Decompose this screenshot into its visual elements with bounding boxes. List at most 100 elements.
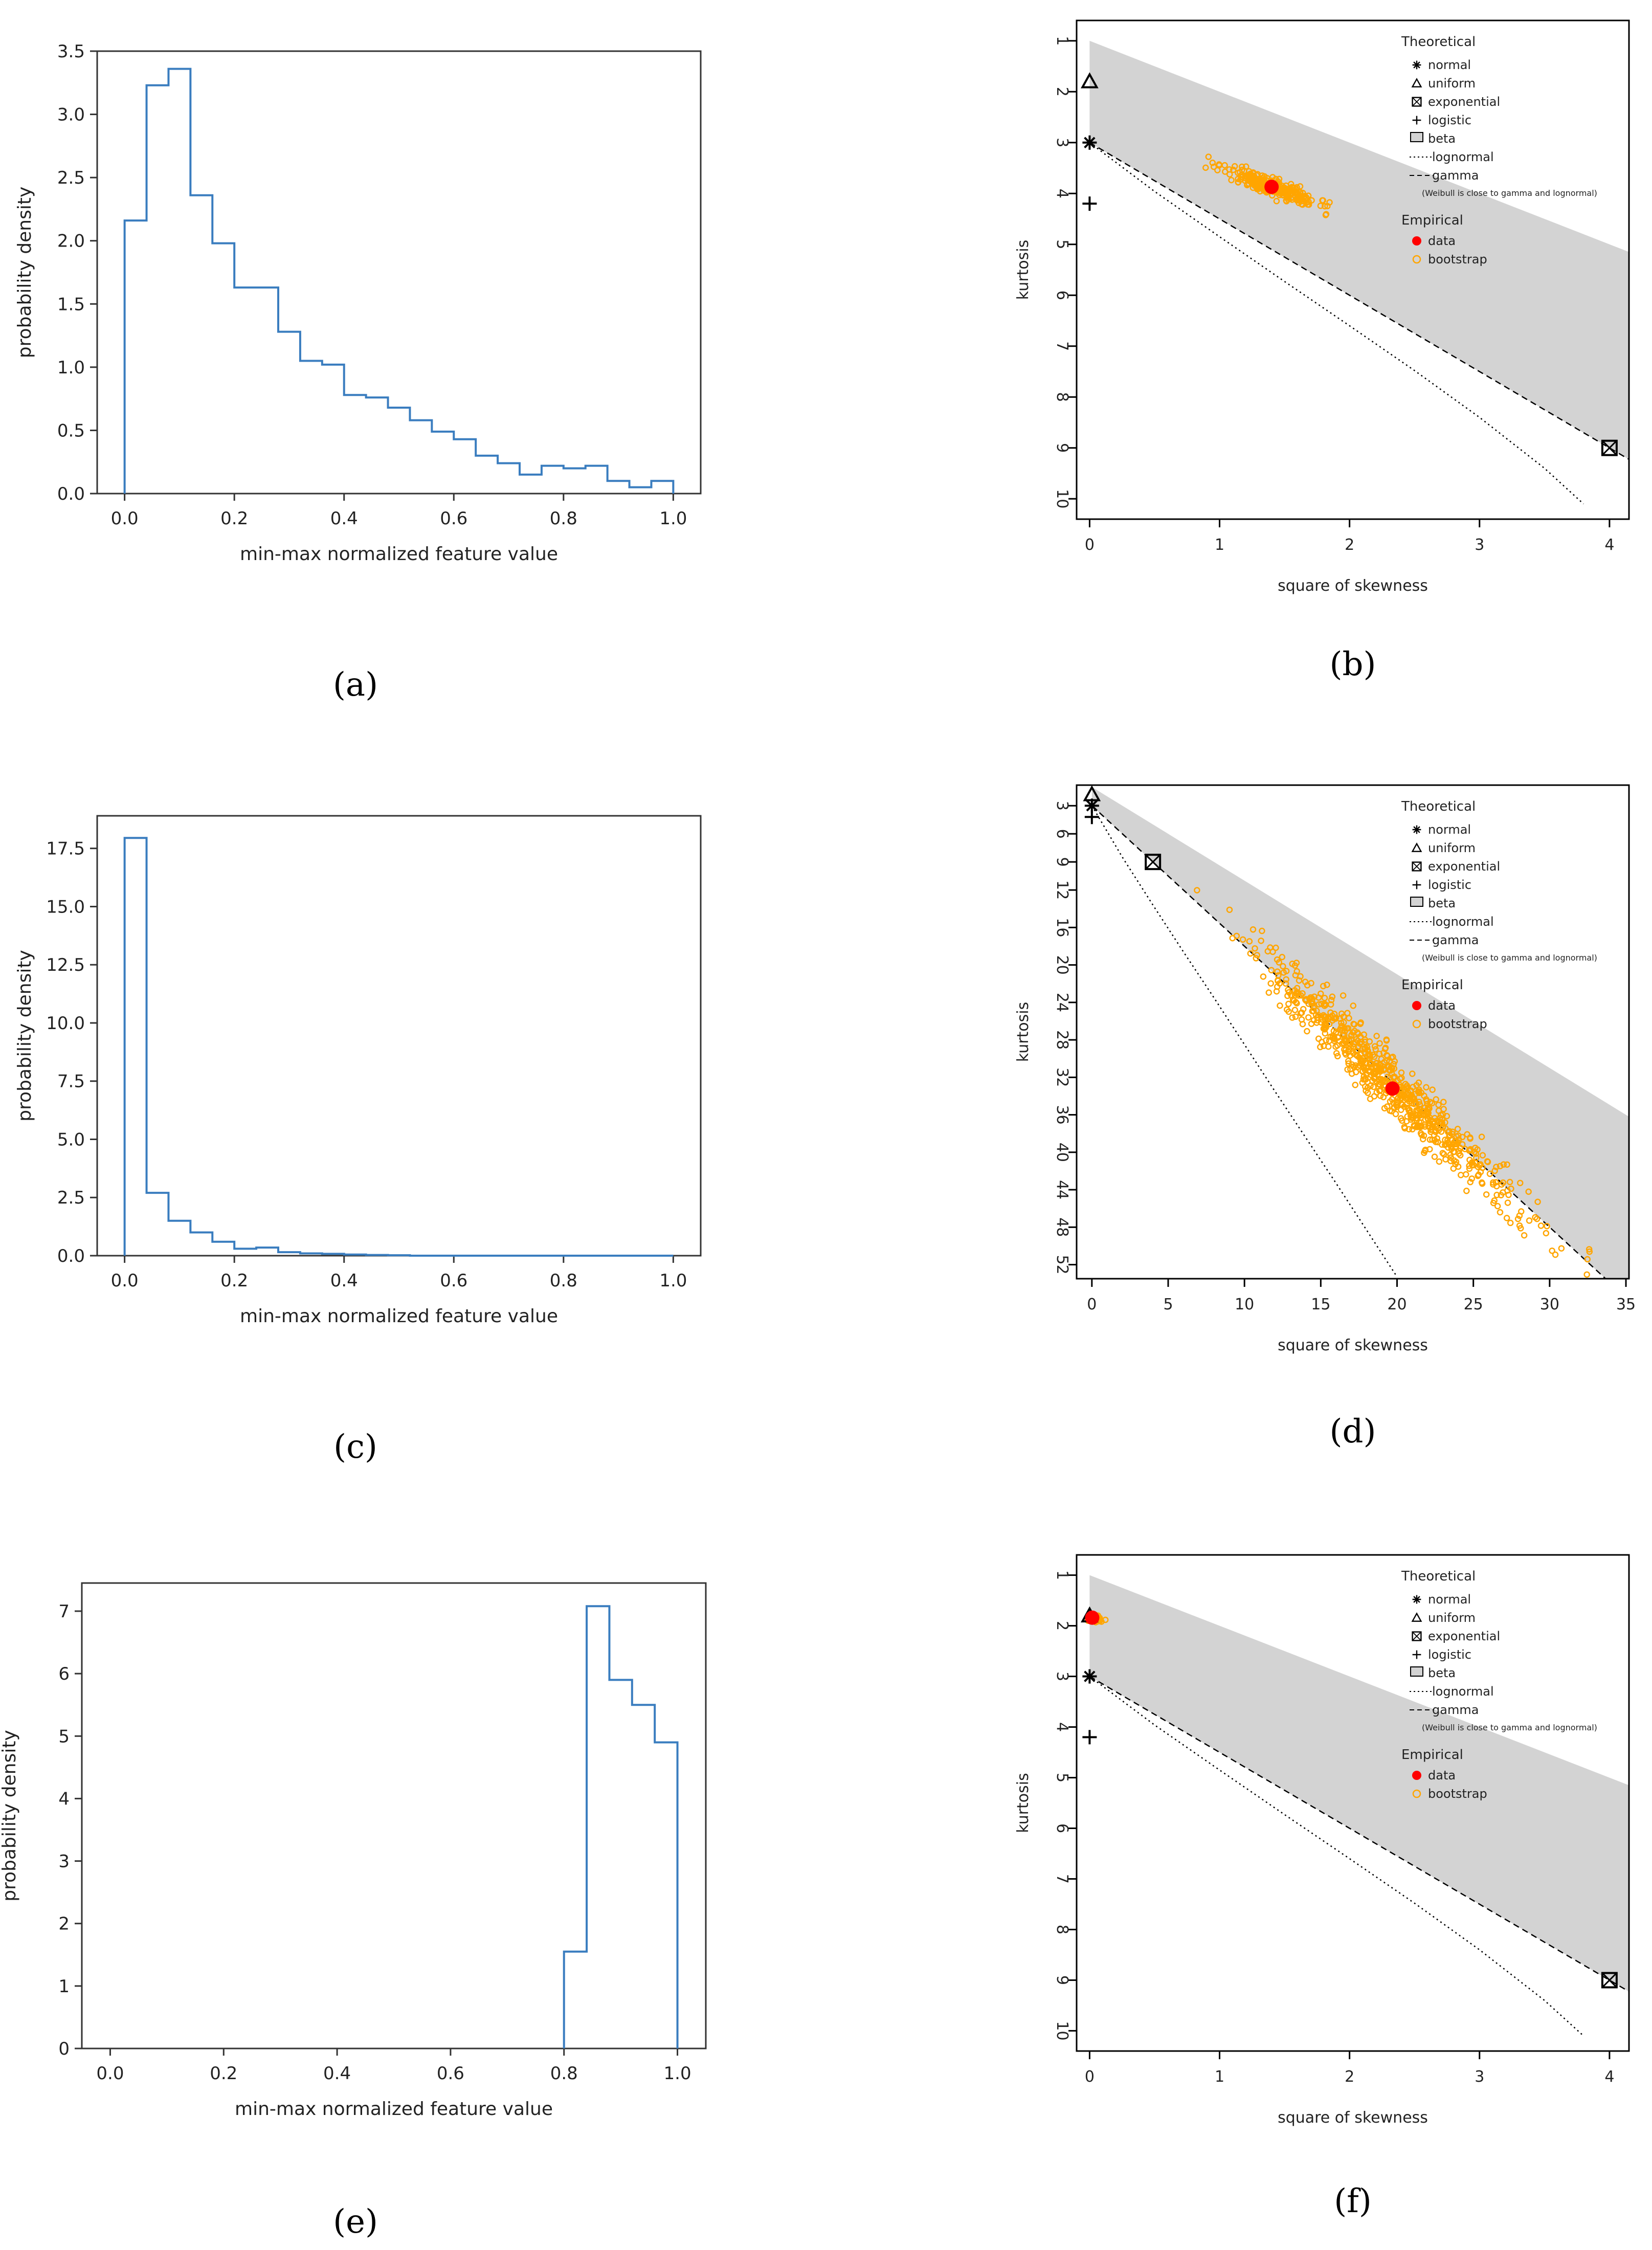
- y-tick-label: 1.0: [57, 358, 85, 378]
- histogram-bar: [632, 1705, 655, 2048]
- bootstrap-point: [1450, 1157, 1458, 1164]
- bootstrap-point: [1398, 1069, 1405, 1076]
- bootstrap-point: [1298, 992, 1304, 999]
- caption-e: (e): [333, 2203, 378, 2241]
- bootstrap-point: [1409, 1071, 1416, 1077]
- legend-empirical-title: Empirical: [1401, 1747, 1463, 1763]
- legend-label-lognormal: lognormal: [1432, 915, 1494, 929]
- bootstrap-point: [1470, 1162, 1477, 1169]
- legend-marker-exponential-cross: [1412, 97, 1422, 107]
- legend-label-logistic: logistic: [1428, 1647, 1471, 1662]
- legend-symbol-uniform: [1411, 78, 1422, 87]
- legend-label-data: data: [1428, 234, 1456, 248]
- y-tick-label: 36: [1053, 1105, 1071, 1124]
- bootstrap-point: [1293, 184, 1300, 191]
- x-tick-label: 0.0: [96, 2063, 124, 2084]
- histogram-bar: [564, 469, 586, 494]
- bootstrap-point: [1390, 1074, 1397, 1080]
- gamma-line: [1089, 1676, 1629, 1992]
- bootstrap-point: [1315, 994, 1322, 1001]
- bootstrap-point: [1333, 1050, 1340, 1057]
- bootstrap-point: [1497, 1163, 1504, 1170]
- x-axis-label: min-max normalized feature value: [235, 2099, 553, 2120]
- bootstrap-point: [1384, 1103, 1391, 1110]
- y-tick-label: 5: [58, 1726, 70, 1747]
- legend-theoretical-title: Theoretical: [1401, 1569, 1476, 1584]
- bootstrap-point: [1345, 1058, 1352, 1064]
- x-tick-label: 4: [1604, 2068, 1614, 2086]
- x-tick-label: 15: [1311, 1296, 1330, 1313]
- y-tick-label: 3: [1053, 138, 1071, 147]
- histogram-bar: [300, 361, 322, 494]
- bootstrap-point: [1376, 1051, 1383, 1057]
- y-tick-label: 52: [1053, 1255, 1071, 1274]
- x-tick-label: 0.8: [550, 1271, 577, 1291]
- bootstrap-point: [1209, 160, 1216, 166]
- legend-symbol-data: [1412, 236, 1421, 246]
- histogram-bar: [542, 466, 564, 494]
- bootstrap-point: [1490, 1179, 1497, 1186]
- legend-label-exponential: exponential: [1428, 859, 1500, 874]
- bootstrap-point: [1586, 1248, 1593, 1255]
- histogram-bar: [168, 1221, 190, 1256]
- x-tick-label: 1.0: [659, 1271, 687, 1291]
- bootstrap-point: [1415, 1079, 1422, 1086]
- y-tick-label: 1: [1053, 1570, 1071, 1580]
- bootstrap-point: [1410, 1096, 1416, 1103]
- y-tick-label: 32: [1053, 1067, 1071, 1087]
- legend-label-data: data: [1428, 1768, 1456, 1783]
- legend-label-uniform: uniform: [1428, 1611, 1476, 1625]
- bootstrap-point: [1352, 1039, 1359, 1046]
- bootstrap-point: [1497, 1209, 1504, 1216]
- bootstrap-point: [1328, 996, 1335, 1004]
- bootstrap-point: [1284, 992, 1291, 999]
- y-tick-label: 2.5: [57, 168, 85, 188]
- bootstrap-point: [1477, 1169, 1484, 1175]
- x-tick-label: 0.6: [440, 1271, 467, 1291]
- y-tick-label: 44: [1053, 1180, 1071, 1199]
- y-tick-label: 1: [58, 1976, 70, 1997]
- bootstrap-point: [1394, 1095, 1401, 1102]
- x-tick-label: 35: [1616, 1296, 1636, 1313]
- bootstrap-point: [1254, 952, 1260, 959]
- x-tick-label: 20: [1387, 1296, 1407, 1313]
- histogram-bar: [498, 463, 520, 494]
- bootstrap-point: [1359, 1079, 1366, 1086]
- plot-area: [1083, 785, 1629, 1279]
- histogram-bar: [212, 243, 234, 494]
- bootstrap-point: [1388, 1064, 1395, 1071]
- marker-normal: [1084, 137, 1096, 148]
- bootstrap-point: [1433, 1096, 1439, 1103]
- bootstrap-point: [1350, 1063, 1357, 1070]
- x-tick-label: 0.8: [550, 2063, 578, 2084]
- bootstrap-point: [1525, 1188, 1532, 1195]
- bootstrap-point: [1451, 1141, 1458, 1148]
- bootstrap-point: [1194, 887, 1200, 894]
- bootstrap-point: [1370, 1052, 1376, 1058]
- x-tick-label: 0.4: [330, 508, 358, 529]
- bootstrap-point: [1360, 1073, 1367, 1080]
- legend-label-lognormal: lognormal: [1432, 150, 1494, 164]
- bootstrap-point: [1285, 989, 1292, 996]
- bootstrap-point: [1277, 1002, 1283, 1009]
- legend-marker-exponential: [1412, 97, 1422, 107]
- x-tick-label: 1: [1215, 2068, 1224, 2086]
- y-tick-label: 1.5: [57, 294, 85, 315]
- bootstrap-point: [1479, 1179, 1485, 1186]
- histogram-bar: [147, 85, 169, 494]
- bootstrap-point: [1297, 183, 1304, 190]
- bootstrap-point: [1304, 1028, 1310, 1035]
- bootstrap-point: [1493, 1192, 1500, 1198]
- plot-frame: [1076, 19, 1630, 520]
- bootstrap-point: [1399, 1117, 1405, 1124]
- y-tick-label: 3.0: [57, 105, 85, 125]
- legend-symbol-data: [1412, 1001, 1421, 1010]
- legend-symbol-uniform: [1411, 1612, 1422, 1622]
- legend-note: (Weibull is close to gamma and lognormal…: [1422, 1723, 1597, 1732]
- histogram-bar: [655, 1742, 677, 2048]
- bootstrap-point: [1468, 1175, 1476, 1182]
- bootstrap-point: [1438, 1128, 1445, 1135]
- y-tick-label: 12: [1053, 880, 1071, 900]
- bootstrap-point: [1409, 1100, 1415, 1107]
- histogram-bar: [322, 1254, 344, 1256]
